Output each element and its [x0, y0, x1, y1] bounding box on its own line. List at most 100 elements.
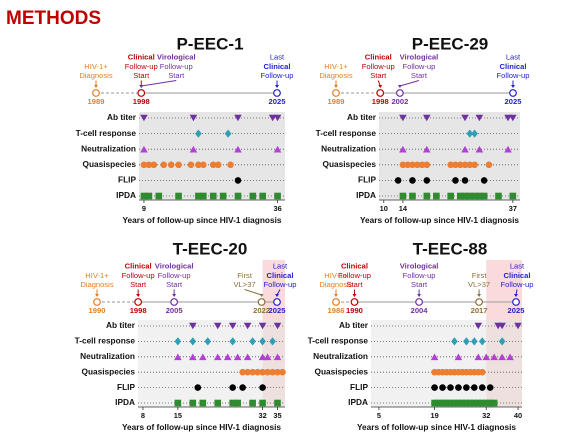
data-point	[234, 399, 241, 407]
event-year: 2025	[269, 97, 287, 106]
event-marker	[350, 298, 359, 306]
event-arrowhead	[259, 294, 264, 297]
event-arrowhead	[378, 85, 383, 88]
data-point	[478, 399, 486, 407]
data-point	[259, 399, 266, 407]
data-point	[274, 192, 281, 200]
event-label: Follow-up	[158, 271, 191, 280]
data-point	[476, 192, 483, 200]
data-point	[451, 337, 458, 346]
event-label: Clinical	[125, 262, 152, 271]
event-label: First	[237, 271, 253, 280]
data-point	[145, 192, 153, 200]
data-point	[482, 353, 491, 361]
data-point	[239, 368, 246, 376]
data-point	[399, 114, 407, 122]
data-point	[150, 161, 158, 169]
data-point	[452, 161, 459, 169]
event-label: Clinical	[365, 53, 392, 62]
event-year: 2022	[253, 306, 270, 315]
x-tick-label: 37	[509, 204, 517, 213]
panel-title: P-EEC-29	[412, 34, 489, 53]
row-label: FLIP	[118, 175, 136, 185]
row-label: Ab titer	[347, 112, 377, 122]
data-point	[485, 161, 493, 169]
event-arrowhead	[94, 85, 98, 88]
data-point	[447, 384, 454, 391]
data-point	[195, 129, 202, 138]
event-label: Clinical	[263, 62, 290, 71]
row-label: Quasispecies	[322, 159, 376, 169]
row-label: FLIP	[358, 175, 376, 185]
data-point	[195, 161, 202, 169]
data-point	[140, 192, 148, 200]
event-label: Clinical	[266, 271, 293, 280]
data-point	[268, 114, 277, 122]
data-point	[498, 337, 506, 346]
row-label: Quasispecies	[314, 366, 368, 376]
data-point	[140, 114, 148, 122]
data-point	[249, 337, 256, 346]
event-label: Clinical	[503, 271, 530, 280]
data-point	[274, 368, 281, 376]
x-axis-title: Years of follow-up since HIV-1 diagnosis	[122, 422, 281, 432]
data-point	[243, 353, 252, 361]
data-point	[249, 368, 256, 376]
data-point	[471, 192, 478, 200]
event-year: 2025	[269, 306, 287, 315]
data-point	[498, 322, 506, 330]
event-year: 1989	[328, 97, 345, 106]
data-point	[399, 145, 407, 153]
data-point	[273, 353, 282, 361]
row-label: T-cell response	[75, 336, 136, 346]
data-point	[155, 192, 163, 200]
row-label: Neutralization	[313, 351, 368, 361]
data-point	[234, 145, 242, 153]
data-point	[495, 192, 502, 200]
row-label: T-cell response	[316, 128, 377, 138]
data-point	[273, 322, 282, 330]
event-label: Last	[506, 53, 521, 62]
data-point	[422, 145, 431, 153]
data-point	[404, 161, 411, 169]
data-point	[466, 129, 474, 138]
data-point	[249, 192, 257, 200]
data-point	[279, 368, 286, 376]
event-label: HIV-1+	[324, 62, 348, 71]
event-marker	[396, 89, 404, 97]
data-point	[474, 399, 482, 407]
data-point	[259, 337, 266, 346]
event-arrowhead	[477, 294, 482, 297]
data-point	[189, 399, 197, 407]
event-label: Start	[168, 71, 185, 80]
data-point	[504, 145, 512, 153]
event-arrowhead	[275, 294, 279, 297]
event-label: Virological	[400, 262, 439, 271]
row-label: Ab titer	[106, 320, 136, 330]
event-marker	[137, 89, 146, 97]
event-label: Follow-up	[501, 280, 534, 289]
data-point	[480, 177, 488, 184]
row-label: IPDA	[356, 190, 376, 200]
event-arrowhead	[136, 294, 141, 297]
data-point	[455, 399, 462, 407]
event-label: Clinical	[128, 53, 155, 62]
data-point	[423, 192, 431, 200]
event-label: Follow-up	[497, 71, 530, 80]
data-point	[189, 322, 197, 330]
data-point	[259, 192, 267, 200]
event-label: HIV-1+	[324, 271, 348, 280]
data-point	[187, 161, 195, 169]
event-label: Start	[411, 280, 428, 289]
x-axis-title: Years of follow-up since HIV-1 diagnosis	[360, 215, 519, 225]
data-point	[509, 192, 517, 200]
data-point	[463, 337, 470, 346]
data-point	[233, 353, 242, 361]
data-point	[234, 177, 242, 184]
event-label: Follow-up	[362, 62, 395, 71]
x-tick-label: 36	[273, 204, 281, 213]
data-point	[431, 384, 438, 391]
event-arrowhead	[334, 85, 338, 88]
data-point	[482, 399, 490, 407]
